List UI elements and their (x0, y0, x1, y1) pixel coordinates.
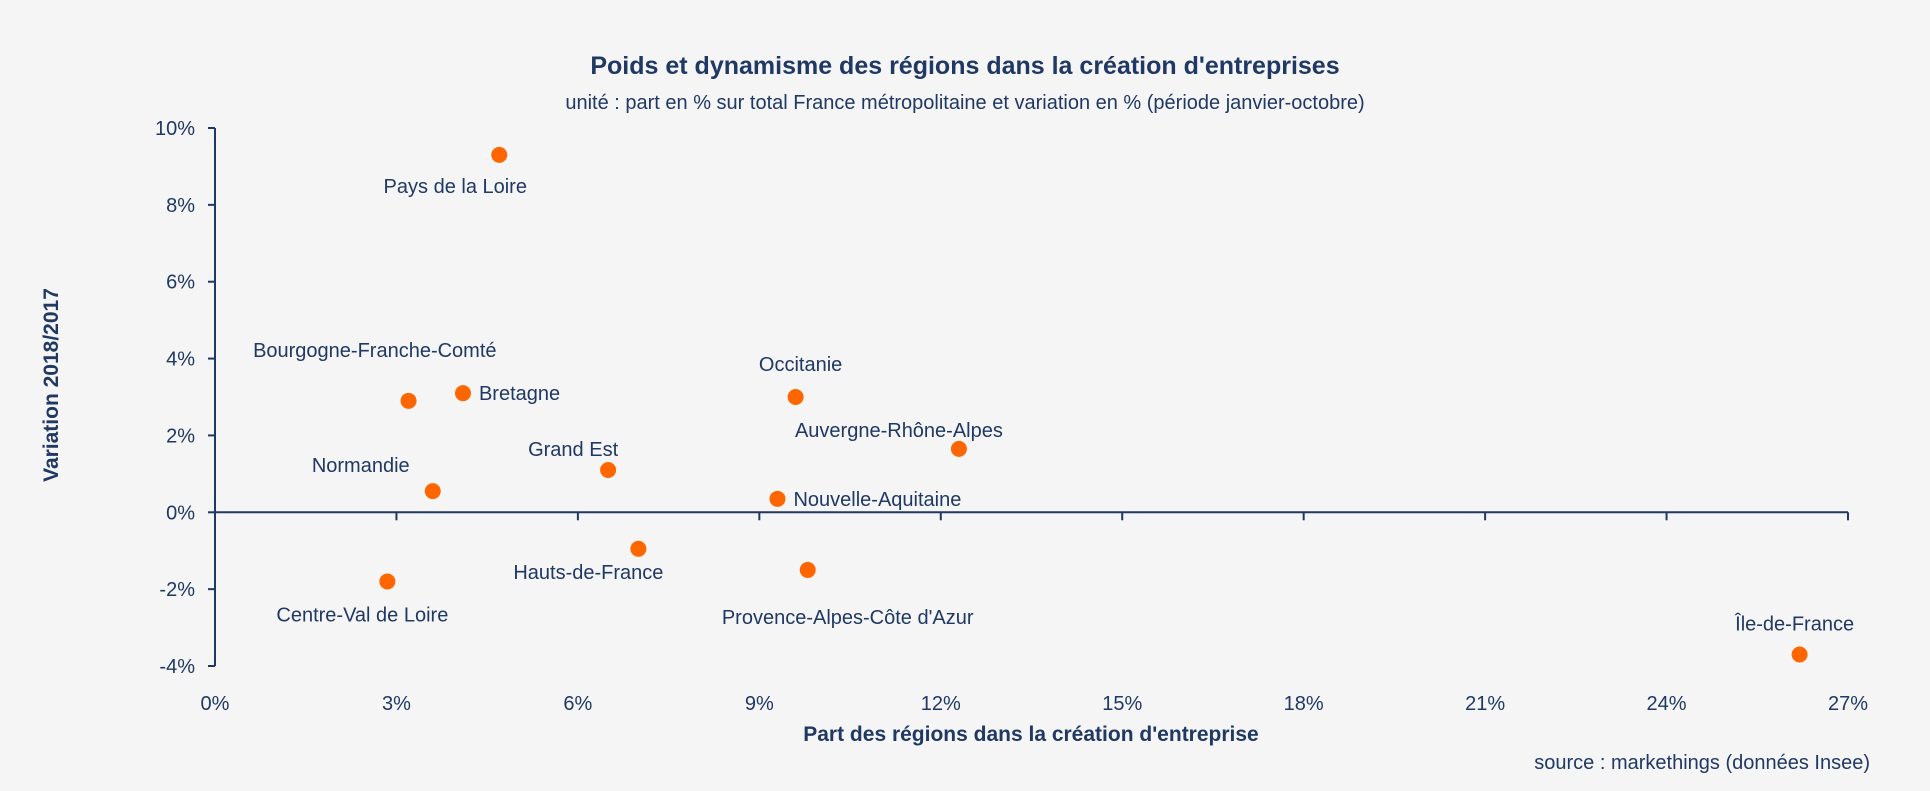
y-tick-label: 10% (155, 118, 195, 140)
point-label: Bourgogne-Franche-Comté (253, 340, 496, 362)
point-label: Bretagne (479, 383, 560, 405)
x-tick-label: 12% (921, 693, 961, 715)
point-label: Grand Est (528, 439, 618, 461)
data-point (491, 146, 508, 163)
y-tick-label: -2% (159, 579, 195, 601)
data-point (454, 385, 471, 402)
data-points (379, 146, 1808, 663)
y-tick-label: 0% (166, 502, 195, 524)
data-point (787, 389, 804, 405)
x-tick-label: 21% (1465, 693, 1505, 715)
source-note: source : markethings (données Insee) (1534, 752, 1870, 774)
axes (208, 127, 1849, 667)
y-axis-label: Variation 2018/2017 (40, 288, 63, 482)
x-tick-label: 6% (563, 693, 592, 715)
point-label: Occitanie (759, 354, 842, 376)
data-point (1791, 646, 1808, 663)
x-tick-label: 15% (1102, 693, 1142, 715)
point-label: Auvergne-Rhône-Alpes (795, 420, 1003, 442)
data-point (769, 490, 786, 507)
x-tick-label: 18% (1284, 693, 1324, 715)
y-tick-label: -4% (159, 656, 195, 678)
x-tick-label: 24% (1647, 693, 1687, 715)
y-tick-label: 2% (166, 425, 195, 447)
y-tick-labels: 10% 8% 6% 4% 2% 0% -2% -4% (155, 118, 195, 678)
point-label: Hauts-de-France (513, 562, 663, 584)
data-point (600, 462, 617, 479)
point-label: Pays de la Loire (384, 176, 527, 198)
data-point (950, 440, 967, 457)
chart-title: Poids et dynamisme des régions dans la c… (590, 52, 1340, 80)
data-point (424, 483, 441, 500)
y-tick-label: 4% (166, 349, 195, 371)
x-axis-label: Part des régions dans la création d'entr… (803, 723, 1259, 746)
y-tick-label: 6% (166, 272, 195, 294)
data-point (400, 392, 417, 409)
x-tick-label: 3% (382, 693, 411, 715)
x-tick-label: 9% (745, 693, 774, 715)
x-tick-label: 27% (1828, 693, 1868, 715)
x-tick-label: 0% (201, 693, 230, 715)
point-label: Normandie (312, 455, 410, 477)
point-labels: Pays de la Loire Bourgogne-Franche-Comté B… (253, 176, 1854, 636)
point-label: Provence-Alpes-Côte d'Azur (722, 607, 974, 629)
data-point (799, 561, 816, 578)
point-label: Île-de-France (1734, 612, 1854, 635)
y-tick-label: 8% (166, 195, 195, 217)
point-label: Centre-Val de Loire (276, 604, 448, 626)
x-tick-labels: 0% 3% 6% 9% 12% 15% 18% 21% 24% 27% (201, 693, 1869, 715)
data-point (379, 573, 396, 590)
point-label: Nouvelle-Aquitaine (793, 489, 961, 511)
chart-subtitle: unité : part en % sur total France métro… (565, 92, 1365, 114)
data-point (630, 540, 647, 557)
